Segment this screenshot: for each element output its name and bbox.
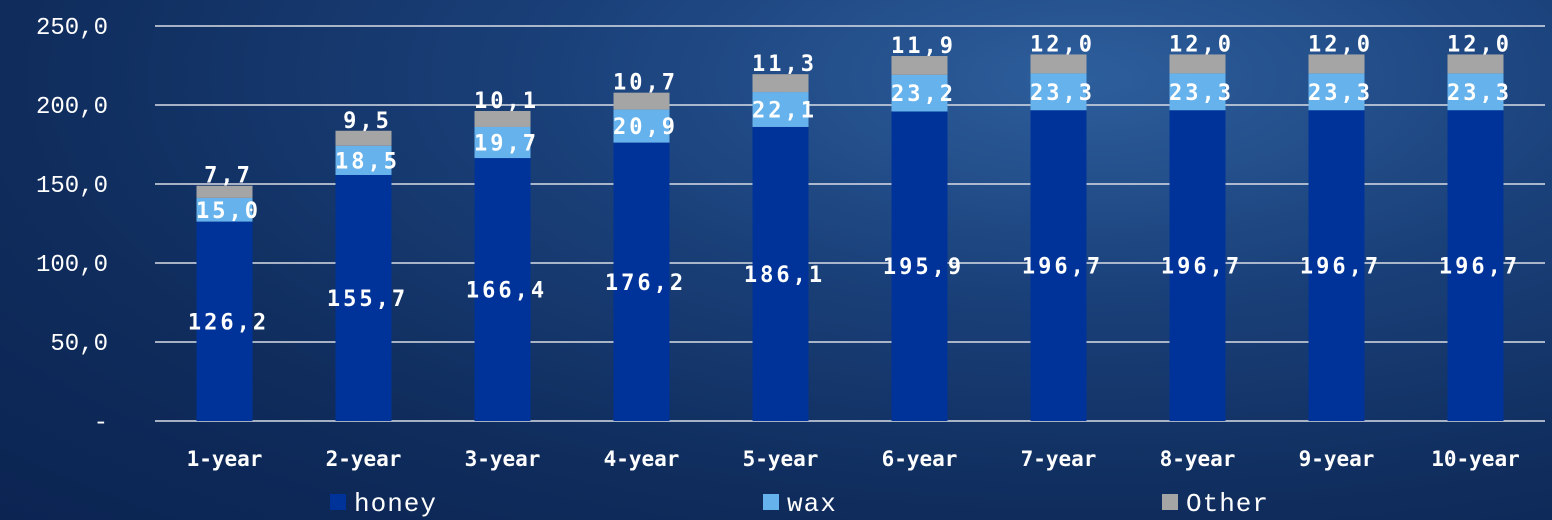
data-label-honey: 176,2 <box>605 271 686 296</box>
legend-swatch-wax <box>763 494 779 510</box>
data-label-wax: 23,2 <box>891 82 956 107</box>
legend-swatch-honey <box>330 494 346 510</box>
x-tick-label: 9-year <box>1299 447 1375 471</box>
x-tick-label: 5-year <box>743 447 819 471</box>
data-label-other: 10,1 <box>474 89 539 114</box>
data-label-other: 12,0 <box>1447 32 1512 57</box>
bar-honey-8-year <box>1169 110 1226 422</box>
bar-honey-10-year <box>1447 110 1504 422</box>
bar-other-1-year <box>196 185 253 198</box>
data-label-wax: 23,3 <box>1030 81 1095 106</box>
data-label-other: 11,9 <box>891 34 956 59</box>
x-axis: 1-year 2-year 3-year 4-year 5-year 6-year 7-ye… <box>187 447 1520 471</box>
data-label-honey: 196,7 <box>1439 255 1520 280</box>
bar-wax-3-year <box>474 126 531 159</box>
data-label-honey: 195,9 <box>883 255 964 280</box>
data-label-wax: 15,0 <box>196 199 261 224</box>
data-label-other: 12,0 <box>1169 32 1234 57</box>
data-label-wax: 23,3 <box>1447 81 1512 106</box>
data-label-other: 7,7 <box>204 164 253 189</box>
legend-label-other: Other <box>1186 489 1269 519</box>
y-tick-label: 100,0 <box>36 252 108 279</box>
bar-other-9-year <box>1308 54 1365 74</box>
y-tick-label: - <box>94 410 108 437</box>
y-tick-label: 250,0 <box>36 15 108 42</box>
data-label-other: 12,0 <box>1308 32 1373 57</box>
data-label-honey: 196,7 <box>1022 255 1103 280</box>
bar-other-5-year <box>752 74 809 93</box>
bar-wax-2-year <box>335 145 392 175</box>
x-tick-label: 3-year <box>465 447 541 471</box>
bar-other-7-year <box>1030 54 1087 74</box>
data-label-wax: 23,3 <box>1308 81 1373 106</box>
bar-other-8-year <box>1169 54 1226 74</box>
data-label-honey: 196,7 <box>1161 255 1242 280</box>
data-label-honey: 186,1 <box>744 263 825 288</box>
bar-wax-8-year <box>1169 73 1226 111</box>
bar-wax-1-year <box>196 197 253 222</box>
bar-other-4-year <box>613 92 670 110</box>
legend: honey wax Other <box>330 489 1269 519</box>
x-tick-label: 4-year <box>604 447 680 471</box>
x-tick-label: 6-year <box>882 447 958 471</box>
data-label-honey: 126,2 <box>188 310 269 335</box>
x-tick-label: 8-year <box>1160 447 1236 471</box>
data-label-wax: 20,9 <box>613 115 678 140</box>
data-label-other: 10,7 <box>613 71 678 96</box>
x-tick-label: 10-year <box>1431 447 1520 471</box>
data-label-wax: 23,3 <box>1169 81 1234 106</box>
bar-other-3-year <box>474 111 531 127</box>
bar-honey-2-year <box>335 174 392 421</box>
data-label-wax: 22,1 <box>752 99 817 124</box>
bar-wax-6-year <box>891 74 948 112</box>
data-label-wax: 18,5 <box>335 149 400 174</box>
bar-honey-6-year <box>891 111 948 421</box>
data-labels: 126,2 15,0 7,7 155,7 18,5 9,5 166,4 19,7 10,1 176… <box>188 32 1520 335</box>
x-tick-label: 7-year <box>1021 447 1097 471</box>
y-axis: - 50,0 100,0 150,0 200,0 250,0 <box>36 15 108 437</box>
data-label-honey: 155,7 <box>327 287 408 312</box>
x-tick-label: 1-year <box>187 447 263 471</box>
bar-honey-9-year <box>1308 110 1365 422</box>
bar-other-6-year <box>891 56 948 75</box>
bar-honey-5-year <box>752 126 809 421</box>
bar-wax-5-year <box>752 92 809 127</box>
bar-wax-10-year <box>1447 73 1504 111</box>
data-label-honey: 166,4 <box>466 279 547 304</box>
legend-swatch-other <box>1162 494 1178 510</box>
legend-label-honey: honey <box>354 489 437 519</box>
data-label-other: 11,3 <box>752 52 817 77</box>
bar-honey-1-year <box>196 221 253 421</box>
y-tick-label: 150,0 <box>36 173 108 200</box>
bar-honey-7-year <box>1030 110 1087 422</box>
y-tick-label: 50,0 <box>50 331 108 358</box>
bar-wax-4-year <box>613 109 670 143</box>
bar-other-2-year <box>335 130 392 146</box>
x-tick-label: 2-year <box>326 447 402 471</box>
bar-honey-4-year <box>613 142 670 421</box>
legend-label-wax: wax <box>787 489 837 519</box>
y-tick-label: 200,0 <box>36 94 108 121</box>
data-label-honey: 196,7 <box>1300 255 1381 280</box>
data-label-other: 9,5 <box>343 109 392 134</box>
bar-wax-9-year <box>1308 73 1365 111</box>
bar-honey-3-year <box>474 158 531 421</box>
data-label-other: 12,0 <box>1030 32 1095 57</box>
bars <box>196 54 1504 422</box>
data-label-wax: 19,7 <box>474 132 539 157</box>
bar-other-10-year <box>1447 54 1504 74</box>
bar-wax-7-year <box>1030 73 1087 111</box>
